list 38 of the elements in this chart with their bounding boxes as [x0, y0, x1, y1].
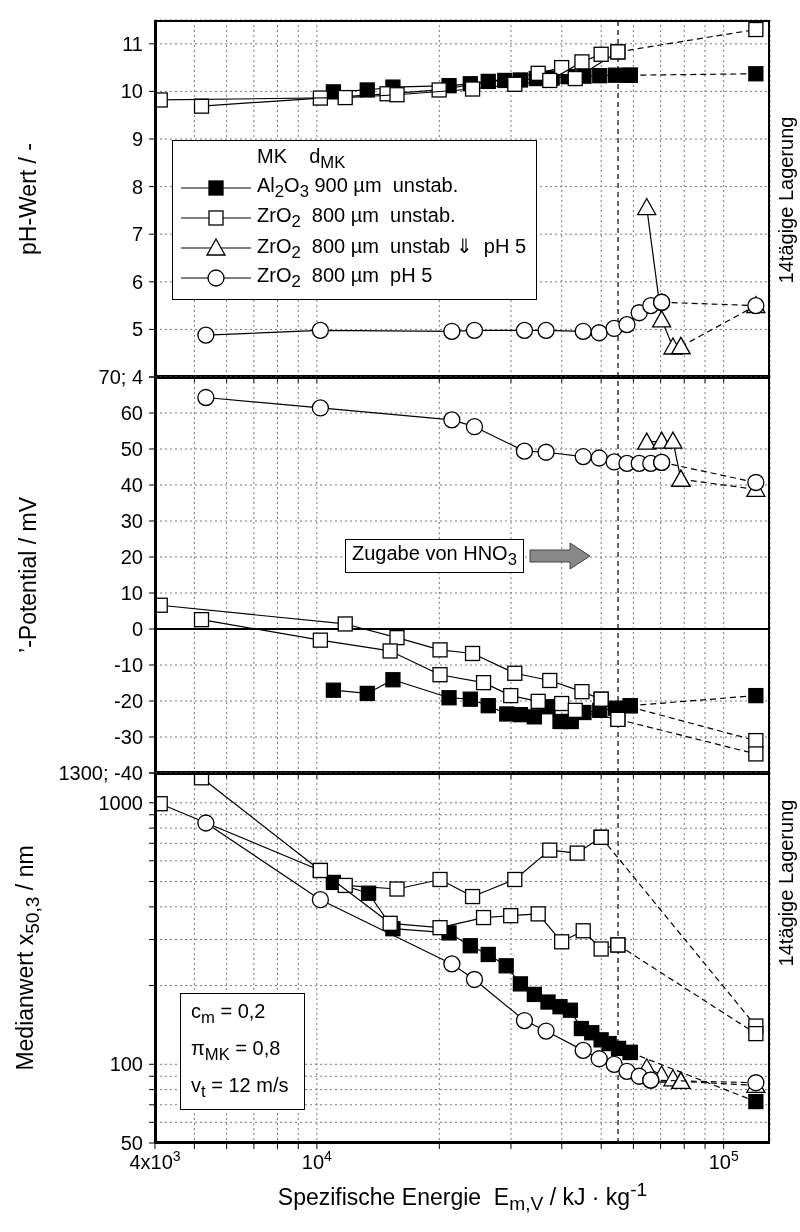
- y-tick-label: 50: [120, 1132, 143, 1154]
- y-tick-label: -20: [114, 690, 143, 712]
- y-tick-label: -30: [114, 726, 143, 748]
- x-tick-label: 10$^{5}$: [708, 1148, 739, 1173]
- y-tick-label: -10: [114, 654, 143, 676]
- y-tick-label: 60: [120, 402, 143, 424]
- y-tick-label: 10: [120, 582, 143, 604]
- y-tick-label: 50: [120, 438, 143, 460]
- annotation: π$_{MK}$ = 0,8: [191, 1036, 282, 1066]
- legend-title: MK d$_{MK}$: [256, 145, 347, 173]
- y-tick-label: 10: [120, 80, 143, 103]
- text: 14tägige Lagerung: [774, 799, 798, 967]
- y-tick-label: 70; 4: [98, 366, 143, 388]
- y-tick-label: 7: [131, 223, 143, 246]
- y-axis-title: pH-Wert / -: [14, 142, 42, 255]
- y-tick-label: 8: [131, 175, 143, 198]
- legend-label: ZrO$_{2}$ 800 µm unstab.: [257, 204, 456, 232]
- y-tick-label: 9: [131, 128, 143, 150]
- y-tick-label: 1000: [98, 791, 143, 814]
- y-tick-label: 20: [120, 546, 143, 568]
- legend-label: ZrO$_{2}$ 800 µm pH 5: [257, 264, 433, 292]
- y-tick-label: 100: [109, 1053, 143, 1076]
- legend-label: ZrO$_{2}$ 800 µm unstab ⇓ pH 5: [257, 233, 527, 263]
- annotation: v$_{t}$ = 12 m/s: [191, 1073, 289, 1103]
- x-axis-title: Spezifische Energie E$_{m,V}$ / kJ · kg$^{-1}$: [277, 1179, 648, 1216]
- annotation: c$_{m}$ = 0,2: [191, 999, 267, 1029]
- y-tick-label: 40: [120, 474, 143, 496]
- y-tick-label: 11: [122, 32, 143, 55]
- y-tick-label: 0: [131, 618, 143, 640]
- x-tick-label: 10$^{4}$: [301, 1148, 333, 1173]
- y-tick-label: 30: [120, 510, 143, 532]
- text: 14tägige Lagerung: [774, 116, 798, 284]
- y-tick-label: 6: [131, 270, 143, 293]
- annotation: Zugabe von HNO$_{3}$: [345, 539, 524, 573]
- legend-label: Al$_{2}$O$_{3}$ 900 µm unstab.: [257, 174, 459, 202]
- y-tick-label: 5: [131, 318, 143, 341]
- y-tick-label: 1300; -40: [58, 762, 143, 784]
- y-axis-title: ’-Potential / mV: [14, 497, 42, 653]
